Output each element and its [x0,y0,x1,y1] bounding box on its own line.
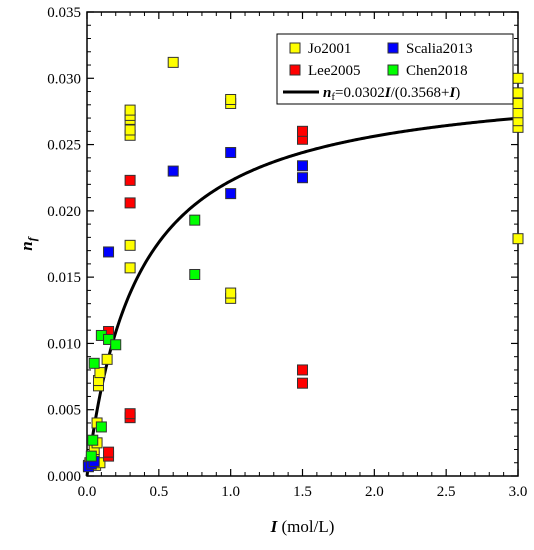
y-tick-label: 0.035 [47,5,81,21]
x-tick-label: 3.0 [509,484,528,500]
data-point-scalia2013 [103,246,115,258]
legend-label-lee2005: Lee2005 [308,63,360,79]
data-point-scalia2013 [297,160,308,172]
y-tick-label: 0.005 [47,403,81,419]
y-tick-label: 0.015 [47,270,81,286]
tick-labels: 0.000 0.005 0.010 0.015 0.020 0.025 0.030 0.035… [47,5,527,500]
legend-fit-label-part: =0.0302 [335,85,385,101]
legend-label-chen2018: Chen2018 [406,63,468,79]
x-tick-label: 1.0 [221,484,240,500]
y-tick-label: 0.000 [47,469,81,485]
data-point-lee2005 [297,377,308,389]
data-point-jo2001 [225,93,237,105]
x-tick-label: 1.5 [293,484,312,500]
data-point-lee2005 [297,364,308,376]
legend: Jo2001 Scalia2013 Lee2005 Chen2018 nf=0.0302… [276,33,514,105]
data-point-jo2001 [94,367,106,379]
data-point-jo2001 [124,104,136,116]
data-point-chen2018 [95,421,107,433]
y-tick-label: 0.030 [47,71,81,87]
y-tick-label: 0.010 [47,336,81,352]
data-point-lee2005 [124,197,136,209]
y-axis-symbol: n [17,241,36,250]
fit-curve-layer [85,116,519,477]
x-tick-label: 0.5 [149,484,168,500]
data-point-chen2018 [110,339,122,351]
legend-swatch-jo2001 [289,42,301,54]
legend-fit-label-part: I [448,85,456,101]
data-point-scalia2013 [297,172,308,184]
legend-fit-label-part: /(0.3568+ [391,85,450,101]
series-scalia2013 [82,147,308,473]
legend-fit-label: nf=0.0302I/(0.3568+I) [323,85,460,103]
data-point-jo2001 [225,287,237,299]
axis-labels: I (mol/L) nf [17,236,334,536]
data-point-jo2001 [124,239,136,251]
x-axis-label: I (mol/L) [270,517,335,536]
data-point-jo2001 [512,87,524,99]
data-point-jo2001 [124,262,136,274]
x-tick-label: 0.0 [78,484,97,500]
data-point-chen2018 [87,434,99,446]
data-point-lee2005 [297,125,308,137]
data-point-scalia2013 [167,165,179,177]
data-point-chen2018 [189,268,201,280]
fit-curve-line [85,116,519,477]
legend-swatch-scalia2013 [387,42,399,54]
legend-fit-label-part: n [323,85,331,101]
legend-fit-label-part: f [331,91,335,103]
data-point-chen2018 [88,357,100,369]
data-point-jo2001 [512,72,524,84]
series-jo2001 [82,56,524,471]
legend-swatch-lee2005 [289,64,301,76]
series-chen2018 [85,214,201,462]
series-lee2005 [103,125,308,462]
data-point-jo2001 [167,56,179,68]
data-point-chen2018 [85,450,97,462]
legend-label-scalia2013: Scalia2013 [406,41,473,57]
data-point-jo2001 [124,124,136,136]
data-point-scalia2013 [225,188,237,200]
legend-label-jo2001: Jo2001 [308,41,351,57]
legend-fit-label-part: I [384,85,392,101]
x-axis-unit: (mol/L) [277,517,334,536]
x-axis-symbol: I [270,517,279,536]
y-axis-label: nf [17,236,39,250]
data-point-jo2001 [512,233,524,245]
data-point-jo2001 [512,107,524,119]
data-point-jo2001 [101,353,113,365]
x-tick-label: 2.0 [365,484,384,500]
y-tick-label: 0.020 [47,204,81,220]
data-point-lee2005 [103,446,115,458]
data-point-scalia2013 [225,147,237,159]
data-point-jo2001 [512,97,524,109]
legend-fit-label-part: ) [455,85,460,101]
data-point-chen2018 [189,214,201,226]
x-tick-label: 2.5 [437,484,456,500]
data-point-lee2005 [124,408,136,420]
legend-swatch-chen2018 [387,64,399,76]
data-point-lee2005 [124,174,136,186]
y-tick-label: 0.025 [47,138,81,154]
data-points [82,56,524,473]
y-axis-subscript: f [25,236,39,241]
